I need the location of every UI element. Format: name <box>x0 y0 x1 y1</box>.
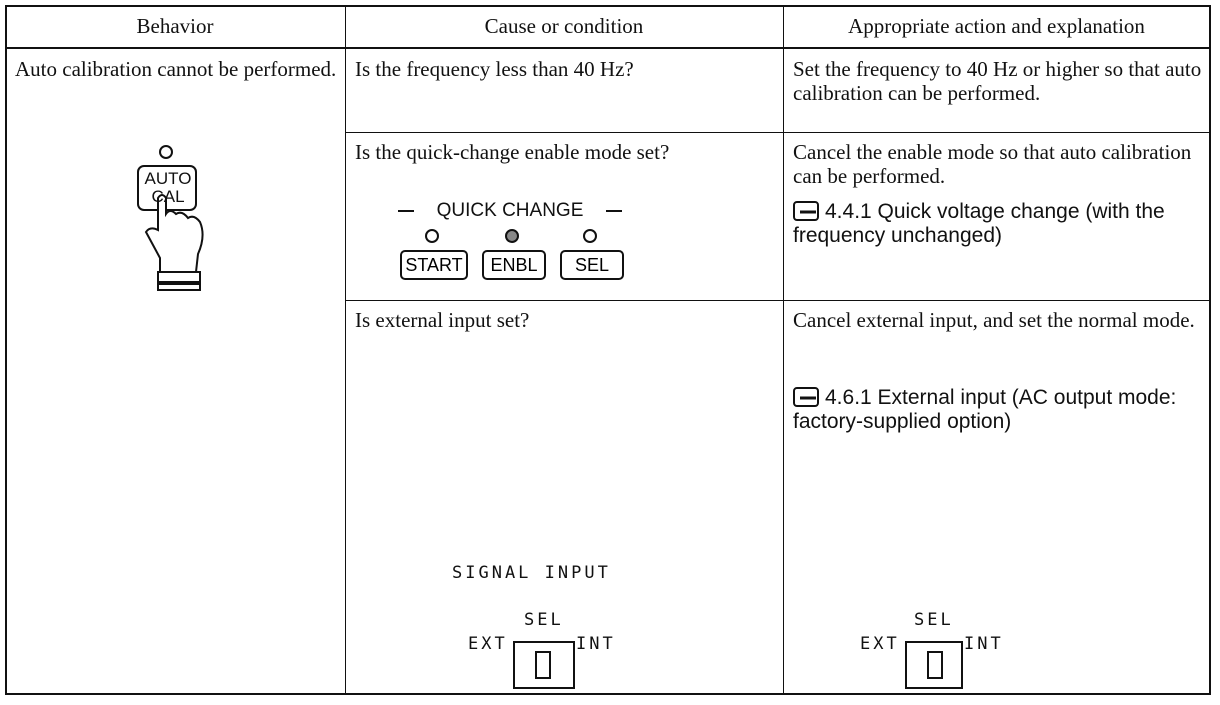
reference: 4.4.1 Quick voltage change (with the fre… <box>793 200 1165 247</box>
switch-left: EXT <box>860 634 900 654</box>
header: Cause or condition <box>484 14 644 38</box>
rule <box>5 5 1210 7</box>
ref-icon <box>793 387 819 407</box>
rule <box>5 693 1210 695</box>
led <box>583 229 597 243</box>
header: Appropriate action and explanation <box>848 14 1145 38</box>
panel-button: START <box>400 250 468 280</box>
button-label: CAL <box>151 187 185 206</box>
switch-box <box>905 641 963 689</box>
behavior-text: Auto calibration cannot be performed. <box>15 57 337 81</box>
button-label: AUTO <box>144 169 192 188</box>
switch-right: INT <box>576 634 616 654</box>
switch-left: EXT <box>468 634 508 654</box>
cuff <box>157 271 201 283</box>
switch-label: SEL <box>524 610 564 630</box>
reference: 4.6.1 External input (AC output mode: fa… <box>793 386 1194 433</box>
led-on <box>505 229 519 243</box>
rule <box>5 5 7 695</box>
hand <box>144 194 204 273</box>
led <box>425 229 439 243</box>
switch-right: INT <box>964 634 1004 654</box>
action: Set the frequency to 40 Hz or higher so … <box>793 57 1202 105</box>
switch-lever <box>927 651 943 679</box>
rule <box>783 5 784 695</box>
panel-button: ENBL <box>482 250 546 280</box>
panel-button: SEL <box>560 250 624 280</box>
rule <box>1209 5 1211 695</box>
panel-title: SIGNAL INPUT <box>452 563 611 583</box>
header: Behavior <box>136 14 214 38</box>
cause: Is the frequency less than 40 Hz? <box>355 57 634 81</box>
panel-title: QUICK CHANGE <box>436 200 584 221</box>
rule <box>345 5 346 695</box>
cause: Is the quick-change enable mode set? <box>355 140 670 164</box>
rule <box>345 132 1210 133</box>
rule <box>345 300 1210 301</box>
ref-icon <box>793 201 819 221</box>
switch-box <box>513 641 575 689</box>
led <box>159 145 173 159</box>
cuff <box>157 283 201 291</box>
switch-lever <box>535 651 551 679</box>
switch-label: SEL <box>914 610 954 630</box>
action: Cancel external input, and set the norma… <box>793 308 1195 332</box>
action: Cancel the enable mode so that auto cali… <box>793 140 1192 188</box>
cause: Is external input set? <box>355 308 530 332</box>
rule <box>5 47 1210 49</box>
